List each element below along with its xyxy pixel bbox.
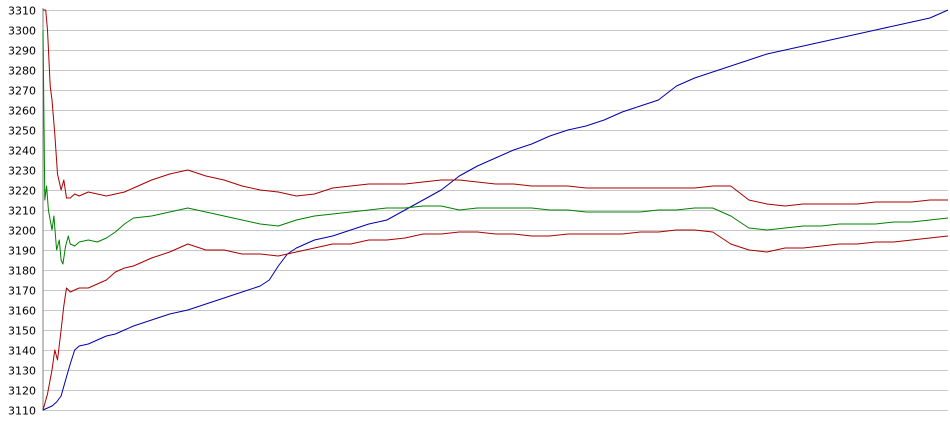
y-tick-label: 3150 <box>8 325 36 338</box>
y-tick-label: 3260 <box>8 105 36 118</box>
y-tick-label: 3120 <box>8 385 36 398</box>
y-tick-label: 3300 <box>8 25 36 38</box>
y-axis-tick-labels: 3310 3300 3290 3280 3270 3260 3250 3240 3230 3220… <box>8 5 36 418</box>
y-tick-label: 3200 <box>8 225 36 238</box>
y-tick-label: 3220 <box>8 185 36 198</box>
series-line-2 <box>42 29 949 265</box>
series-line-1 <box>42 9 949 411</box>
series-line-3 <box>43 9 948 207</box>
y-tick-label: 3310 <box>8 5 36 18</box>
y-tick-label: 3160 <box>8 305 36 318</box>
y-tick-label: 3180 <box>8 265 36 278</box>
y-tick-label: 3240 <box>8 145 36 158</box>
y-tick-label: 3110 <box>8 405 36 418</box>
y-tick-label: 3280 <box>8 65 36 78</box>
y-tick-label: 3270 <box>8 85 36 98</box>
y-tick-label: 3170 <box>8 285 36 298</box>
y-tick-label: 3290 <box>8 45 36 58</box>
series-line-4 <box>42 229 949 411</box>
series-lines <box>42 9 949 411</box>
y-tick-label: 3230 <box>8 165 36 178</box>
gridlines <box>43 10 948 411</box>
y-tick-label: 3190 <box>8 245 36 258</box>
y-tick-label: 3130 <box>8 365 36 378</box>
y-tick-label: 3140 <box>8 345 36 358</box>
y-tick-label: 3250 <box>8 125 36 138</box>
y-tick-label: 3210 <box>8 205 36 218</box>
